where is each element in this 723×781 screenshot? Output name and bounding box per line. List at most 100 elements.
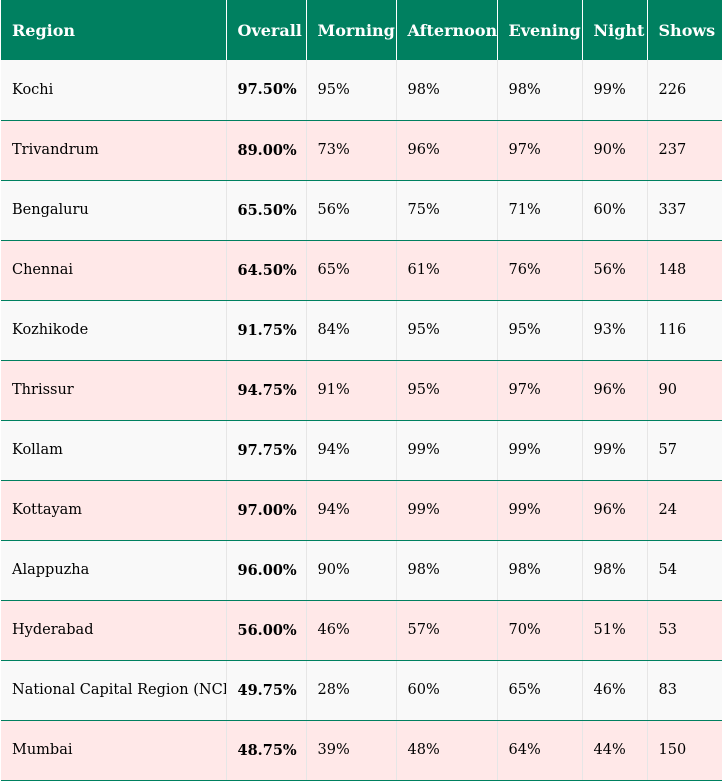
afternoon-cell: 75% bbox=[396, 180, 498, 241]
shows-cell: 237 bbox=[647, 120, 722, 181]
afternoon-cell: 96% bbox=[396, 120, 498, 181]
morning-cell: 46% bbox=[306, 600, 397, 661]
header-afternoon[interactable]: Afternoon bbox=[396, 0, 498, 60]
evening-cell: 99% bbox=[497, 480, 583, 541]
region-cell: Mumbai bbox=[1, 720, 227, 781]
night-cell: 98% bbox=[582, 540, 648, 601]
header-morning[interactable]: Morning bbox=[306, 0, 397, 60]
evening-cell: 97% bbox=[497, 120, 583, 181]
table-header-row: Region Overall Morning Afternoon Evening… bbox=[1, 0, 722, 60]
afternoon-cell: 61% bbox=[396, 240, 498, 301]
overall-cell: 64.50% bbox=[226, 240, 307, 301]
shows-cell: 116 bbox=[647, 300, 722, 361]
region-cell: Trivandrum bbox=[1, 120, 227, 181]
table-body: Kochi 97.50% 95% 98% 98% 99% 226 Trivandrum 89.0… bbox=[1, 60, 722, 781]
table-row: Kollam 97.75% 94% 99% 99% 99% 57 bbox=[1, 420, 722, 481]
night-cell: 96% bbox=[582, 360, 648, 421]
table-row: Mumbai 48.75% 39% 48% 64% 44% 150 bbox=[1, 720, 722, 781]
shows-cell: 57 bbox=[647, 420, 722, 481]
morning-cell: 28% bbox=[306, 660, 397, 721]
evening-cell: 97% bbox=[497, 360, 583, 421]
header-night[interactable]: Night bbox=[582, 0, 648, 60]
evening-cell: 98% bbox=[497, 540, 583, 601]
region-cell: Kottayam bbox=[1, 480, 227, 541]
night-cell: 56% bbox=[582, 240, 648, 301]
morning-cell: 95% bbox=[306, 60, 397, 121]
shows-cell: 83 bbox=[647, 660, 722, 721]
region-cell: Chennai bbox=[1, 240, 227, 301]
evening-cell: 70% bbox=[497, 600, 583, 661]
shows-cell: 148 bbox=[647, 240, 722, 301]
shows-cell: 150 bbox=[647, 720, 722, 781]
afternoon-cell: 57% bbox=[396, 600, 498, 661]
table-row: Kochi 97.50% 95% 98% 98% 99% 226 bbox=[1, 60, 722, 121]
night-cell: 90% bbox=[582, 120, 648, 181]
region-cell: Kozhikode bbox=[1, 300, 227, 361]
overall-cell: 56.00% bbox=[226, 600, 307, 661]
overall-cell: 97.50% bbox=[226, 60, 307, 121]
overall-cell: 91.75% bbox=[226, 300, 307, 361]
morning-cell: 39% bbox=[306, 720, 397, 781]
table-row: Kottayam 97.00% 94% 99% 99% 96% 24 bbox=[1, 480, 722, 541]
evening-cell: 76% bbox=[497, 240, 583, 301]
afternoon-cell: 95% bbox=[396, 360, 498, 421]
shows-cell: 54 bbox=[647, 540, 722, 601]
night-cell: 46% bbox=[582, 660, 648, 721]
overall-cell: 65.50% bbox=[226, 180, 307, 241]
evening-cell: 64% bbox=[497, 720, 583, 781]
afternoon-cell: 95% bbox=[396, 300, 498, 361]
morning-cell: 56% bbox=[306, 180, 397, 241]
region-cell: Hyderabad bbox=[1, 600, 227, 661]
region-cell: National Capital Region (NCR) bbox=[1, 660, 227, 721]
evening-cell: 65% bbox=[497, 660, 583, 721]
region-cell: Thrissur bbox=[1, 360, 227, 421]
shows-cell: 24 bbox=[647, 480, 722, 541]
morning-cell: 84% bbox=[306, 300, 397, 361]
afternoon-cell: 99% bbox=[396, 420, 498, 481]
night-cell: 96% bbox=[582, 480, 648, 541]
table-row: Thrissur 94.75% 91% 95% 97% 96% 90 bbox=[1, 360, 722, 421]
night-cell: 44% bbox=[582, 720, 648, 781]
afternoon-cell: 98% bbox=[396, 60, 498, 121]
night-cell: 51% bbox=[582, 600, 648, 661]
table-row: Chennai 64.50% 65% 61% 76% 56% 148 bbox=[1, 240, 722, 301]
evening-cell: 95% bbox=[497, 300, 583, 361]
header-shows[interactable]: Shows bbox=[647, 0, 722, 60]
table-row: Alappuzha 96.00% 90% 98% 98% 98% 54 bbox=[1, 540, 722, 601]
night-cell: 60% bbox=[582, 180, 648, 241]
night-cell: 93% bbox=[582, 300, 648, 361]
evening-cell: 99% bbox=[497, 420, 583, 481]
afternoon-cell: 48% bbox=[396, 720, 498, 781]
shows-cell: 226 bbox=[647, 60, 722, 121]
morning-cell: 90% bbox=[306, 540, 397, 601]
afternoon-cell: 98% bbox=[396, 540, 498, 601]
header-region[interactable]: Region bbox=[1, 0, 227, 60]
table-row: Trivandrum 89.00% 73% 96% 97% 90% 237 bbox=[1, 120, 722, 181]
morning-cell: 73% bbox=[306, 120, 397, 181]
table-row: National Capital Region (NCR) 49.75% 28% 60… bbox=[1, 660, 722, 721]
region-cell: Kollam bbox=[1, 420, 227, 481]
header-evening[interactable]: Evening bbox=[497, 0, 583, 60]
overall-cell: 96.00% bbox=[226, 540, 307, 601]
morning-cell: 91% bbox=[306, 360, 397, 421]
shows-cell: 337 bbox=[647, 180, 722, 241]
header-overall[interactable]: Overall bbox=[226, 0, 307, 60]
afternoon-cell: 60% bbox=[396, 660, 498, 721]
morning-cell: 65% bbox=[306, 240, 397, 301]
overall-cell: 48.75% bbox=[226, 720, 307, 781]
region-cell: Bengaluru bbox=[1, 180, 227, 241]
region-cell: Kochi bbox=[1, 60, 227, 121]
table-row: Bengaluru 65.50% 56% 75% 71% 60% 337 bbox=[1, 180, 722, 241]
overall-cell: 89.00% bbox=[226, 120, 307, 181]
shows-cell: 90 bbox=[647, 360, 722, 421]
shows-cell: 53 bbox=[647, 600, 722, 661]
evening-cell: 98% bbox=[497, 60, 583, 121]
morning-cell: 94% bbox=[306, 480, 397, 541]
morning-cell: 94% bbox=[306, 420, 397, 481]
night-cell: 99% bbox=[582, 60, 648, 121]
table-row: Kozhikode 91.75% 84% 95% 95% 93% 116 bbox=[1, 300, 722, 361]
afternoon-cell: 99% bbox=[396, 480, 498, 541]
region-cell: Alappuzha bbox=[1, 540, 227, 601]
overall-cell: 97.00% bbox=[226, 480, 307, 541]
